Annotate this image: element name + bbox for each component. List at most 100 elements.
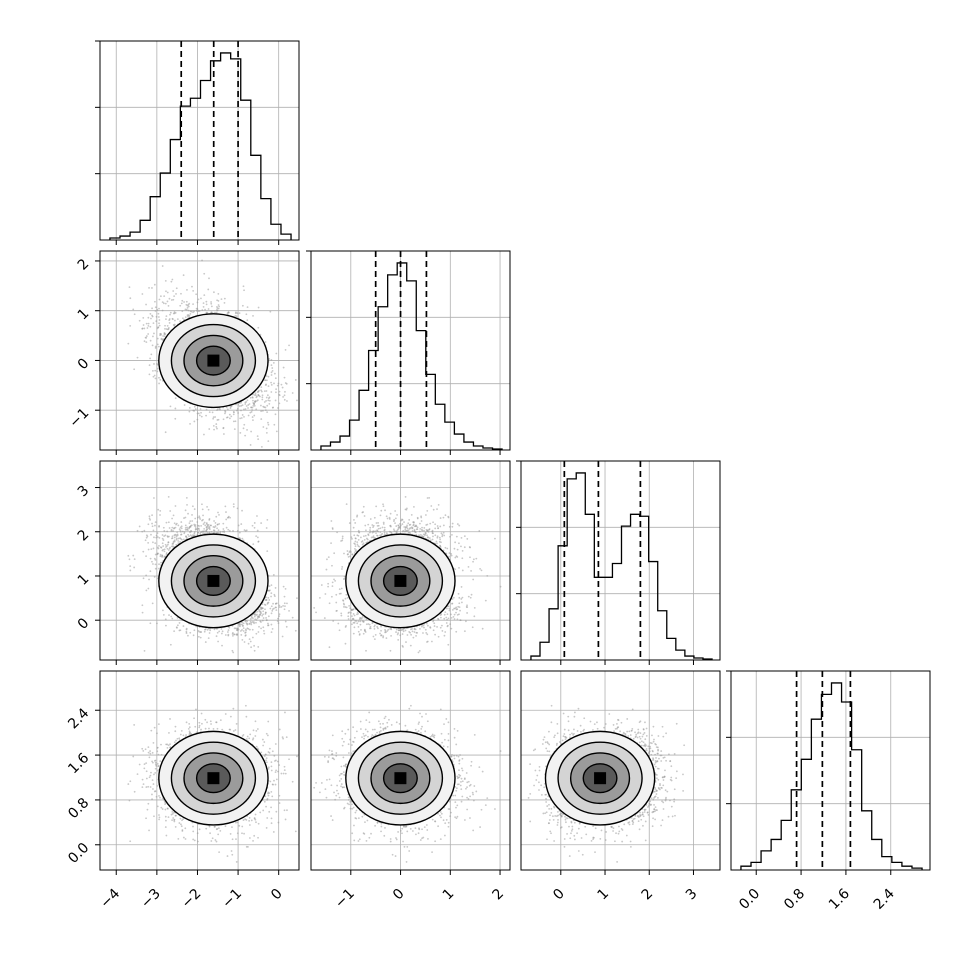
sample-point [156,370,159,373]
sample-point [159,378,162,381]
sample-point [200,415,203,418]
sample-point [185,632,188,634]
sample-point [251,524,254,527]
sample-point [200,297,202,300]
sample-point [151,560,153,563]
sample-point [147,333,150,335]
sample-point [273,382,275,385]
sample-point [267,615,270,618]
sample-point [156,343,159,346]
sample-point [278,394,281,397]
sample-point [267,423,270,426]
sample-point [152,547,155,550]
sample-point [150,317,152,320]
sample-point [184,509,187,512]
sample-point [271,609,274,612]
sample-point [215,515,218,518]
sample-point [250,646,253,649]
sample-point [162,539,165,541]
sample-point [265,427,268,430]
sample-point [188,410,191,413]
sample-point [165,521,168,524]
sample-point [273,607,275,610]
sample-point [148,515,151,518]
sample-point [194,517,197,520]
sample-point [244,631,247,634]
sample-point [197,524,199,527]
sample-point [185,628,188,631]
sample-point [203,433,205,436]
sample-point [252,314,254,317]
sample-point [241,414,244,416]
sample-point [270,391,273,393]
sample-point [188,535,190,538]
sample-point [255,632,258,635]
sample-point [283,376,286,379]
sample-point [249,640,252,643]
sample-point [192,409,195,412]
sample-point [263,632,266,635]
sample-point [255,408,258,411]
sample-point [244,634,247,636]
sample-point [151,307,153,310]
sample-point [251,416,254,418]
sample-point [220,632,223,635]
sample-point [251,636,254,639]
sample-point [270,384,273,386]
sample-point [207,637,210,640]
sample-point [203,530,206,533]
sample-point [189,422,191,425]
sample-point [187,533,189,536]
sample-point [288,344,290,347]
sample-point [264,599,267,601]
sample-point [251,628,254,631]
sample-point [277,407,279,409]
sample-point [244,434,247,437]
sample-point [171,278,174,281]
sample-point [238,624,241,627]
sample-point [202,302,205,305]
sample-point [168,318,171,320]
sample-point [212,417,215,420]
sample-point [266,619,268,622]
sample-point [148,364,151,367]
sample-point [193,530,196,533]
sample-point [267,440,270,442]
sample-point [195,309,198,312]
sample-point [175,522,178,525]
sample-point [143,649,146,652]
sample-point [225,518,228,521]
sample-point [262,426,265,428]
sample-point [218,514,220,516]
sample-point [210,530,213,533]
sample-point [217,529,220,532]
sample-point [216,531,218,534]
sample-point [204,524,207,527]
sample-point [217,418,220,421]
sample-point [252,399,254,402]
sample-point [204,641,207,643]
sample-point [149,622,152,625]
sample-point [197,635,200,638]
sample-point [143,529,146,532]
sample-point [233,428,236,431]
sample-point [250,406,253,409]
sample-point [246,306,249,309]
sample-point [236,633,238,636]
sample-point [133,313,136,316]
sample-point [222,418,225,421]
sample-point [224,411,227,413]
sample-point [206,505,208,508]
sample-point [176,531,179,534]
sample-point [167,541,170,544]
sample-point [192,303,194,306]
sample-point [156,308,159,311]
sample-point [265,527,268,529]
sample-point [180,525,183,528]
sample-point [162,614,165,616]
sample-point [210,302,213,305]
sample-point [206,628,209,631]
sample-point [269,607,272,610]
sample-point [164,302,167,305]
sample-point [154,559,157,561]
